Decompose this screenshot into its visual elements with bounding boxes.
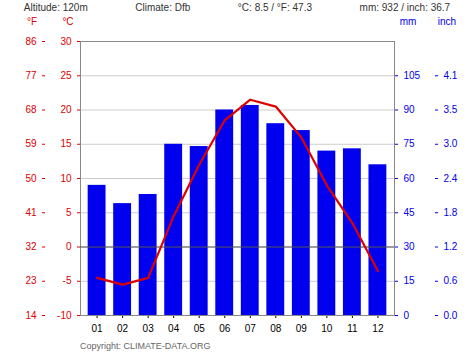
- html-text:inch: inch: [437, 16, 457, 27]
- svg-text:15: 15: [60, 138, 72, 149]
- svg-text:3.5: 3.5: [444, 104, 458, 115]
- svg-text:05: 05: [194, 323, 206, 334]
- svg-text:20: 20: [60, 104, 72, 115]
- svg-text:01: 01: [92, 323, 104, 334]
- html-text:°F: °F: [26, 16, 37, 27]
- svg-text:59: 59: [25, 138, 37, 149]
- svg-text:1.2: 1.2: [444, 241, 458, 252]
- svg-text:68: 68: [25, 104, 37, 115]
- svg-text:09: 09: [296, 323, 308, 334]
- svg-text:0.0: 0.0: [444, 310, 458, 321]
- svg-text:08: 08: [270, 323, 282, 334]
- svg-text:32: 32: [25, 241, 37, 252]
- html-text:Climate: Dfb: Climate: Dfb: [135, 2, 191, 13]
- svg-text:105: 105: [404, 70, 421, 81]
- svg-text:86: 86: [25, 36, 37, 47]
- svg-text:75: 75: [404, 138, 416, 149]
- svg-text:-5: -5: [63, 275, 72, 286]
- svg-text:10: 10: [321, 323, 333, 334]
- svg-text:30: 30: [60, 36, 72, 47]
- svg-text:0.6: 0.6: [444, 275, 458, 286]
- html-text:mm: mm: [399, 16, 417, 27]
- svg-text:15: 15: [404, 275, 416, 286]
- svg-text:0: 0: [66, 241, 72, 252]
- svg-text:2.4: 2.4: [444, 173, 458, 184]
- svg-text:-10: -10: [57, 310, 72, 321]
- svg-text:10: 10: [60, 173, 72, 184]
- svg-text:30: 30: [404, 241, 416, 252]
- svg-text:04: 04: [168, 323, 180, 334]
- svg-text:12: 12: [372, 323, 384, 334]
- svg-text:50: 50: [25, 173, 37, 184]
- svg-text:1.8: 1.8: [444, 207, 458, 218]
- svg-text:03: 03: [143, 323, 155, 334]
- svg-text:23: 23: [25, 275, 37, 286]
- svg-text:3.0: 3.0: [444, 138, 458, 149]
- svg-text:06: 06: [219, 323, 231, 334]
- svg-text:02: 02: [117, 323, 129, 334]
- svg-text:41: 41: [25, 207, 37, 218]
- html-text:°C: 8.5 / °F: 47.3: °C: 8.5 / °F: 47.3: [237, 2, 312, 13]
- svg-text:07: 07: [245, 323, 257, 334]
- svg-text:5: 5: [66, 207, 72, 218]
- html-text:°C: °C: [62, 16, 74, 27]
- svg-text:77: 77: [25, 70, 37, 81]
- svg-text:14: 14: [25, 310, 37, 321]
- html-text:Altitude: 120m: Altitude: 120m: [23, 2, 88, 13]
- svg-text:90: 90: [404, 104, 416, 115]
- html-text:mm: 932 / inch: 36.7: mm: 932 / inch: 36.7: [359, 2, 451, 13]
- svg-text:0: 0: [404, 310, 410, 321]
- svg-text:11: 11: [347, 323, 358, 334]
- svg-text:25: 25: [60, 70, 72, 81]
- svg-text:60: 60: [404, 173, 416, 184]
- html-text:Copyright: CLIMATE-DATA.ORG: Copyright: CLIMATE-DATA.ORG: [80, 341, 211, 351]
- svg-text:4.1: 4.1: [444, 70, 458, 81]
- svg-text:45: 45: [404, 207, 416, 218]
